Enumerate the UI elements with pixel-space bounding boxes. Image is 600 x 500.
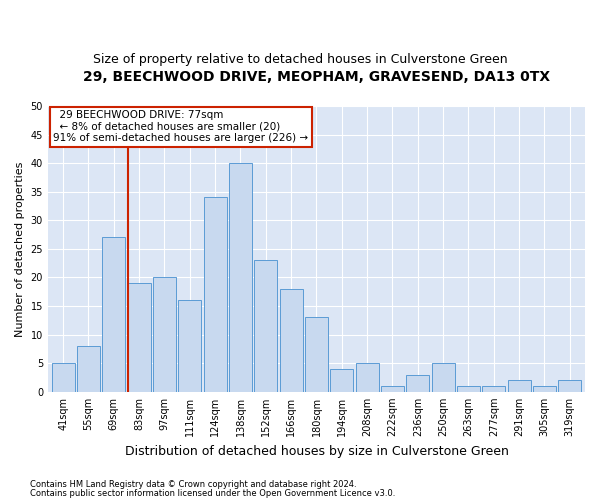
Bar: [406, 374, 429, 392]
Bar: [280, 289, 302, 392]
Bar: [178, 300, 201, 392]
Bar: [77, 346, 100, 392]
Bar: [254, 260, 277, 392]
Title: 29, BEECHWOOD DRIVE, MEOPHAM, GRAVESEND, DA13 0TX: 29, BEECHWOOD DRIVE, MEOPHAM, GRAVESEND,…: [83, 70, 550, 84]
Text: Contains public sector information licensed under the Open Government Licence v3: Contains public sector information licen…: [30, 488, 395, 498]
Bar: [331, 369, 353, 392]
Bar: [153, 278, 176, 392]
Bar: [432, 363, 455, 392]
Bar: [103, 238, 125, 392]
Bar: [457, 386, 480, 392]
Bar: [508, 380, 530, 392]
Bar: [305, 318, 328, 392]
Bar: [482, 386, 505, 392]
Bar: [229, 163, 252, 392]
Text: Contains HM Land Registry data © Crown copyright and database right 2024.: Contains HM Land Registry data © Crown c…: [30, 480, 356, 489]
X-axis label: Distribution of detached houses by size in Culverstone Green: Distribution of detached houses by size …: [125, 444, 508, 458]
Y-axis label: Number of detached properties: Number of detached properties: [15, 161, 25, 336]
Bar: [52, 363, 74, 392]
Bar: [356, 363, 379, 392]
Bar: [128, 283, 151, 392]
Bar: [381, 386, 404, 392]
Bar: [204, 198, 227, 392]
Bar: [533, 386, 556, 392]
Text: 29 BEECHWOOD DRIVE: 77sqm
  ← 8% of detached houses are smaller (20)
91% of semi: 29 BEECHWOOD DRIVE: 77sqm ← 8% of detach…: [53, 110, 308, 144]
Text: Size of property relative to detached houses in Culverstone Green: Size of property relative to detached ho…: [92, 52, 508, 66]
Bar: [559, 380, 581, 392]
